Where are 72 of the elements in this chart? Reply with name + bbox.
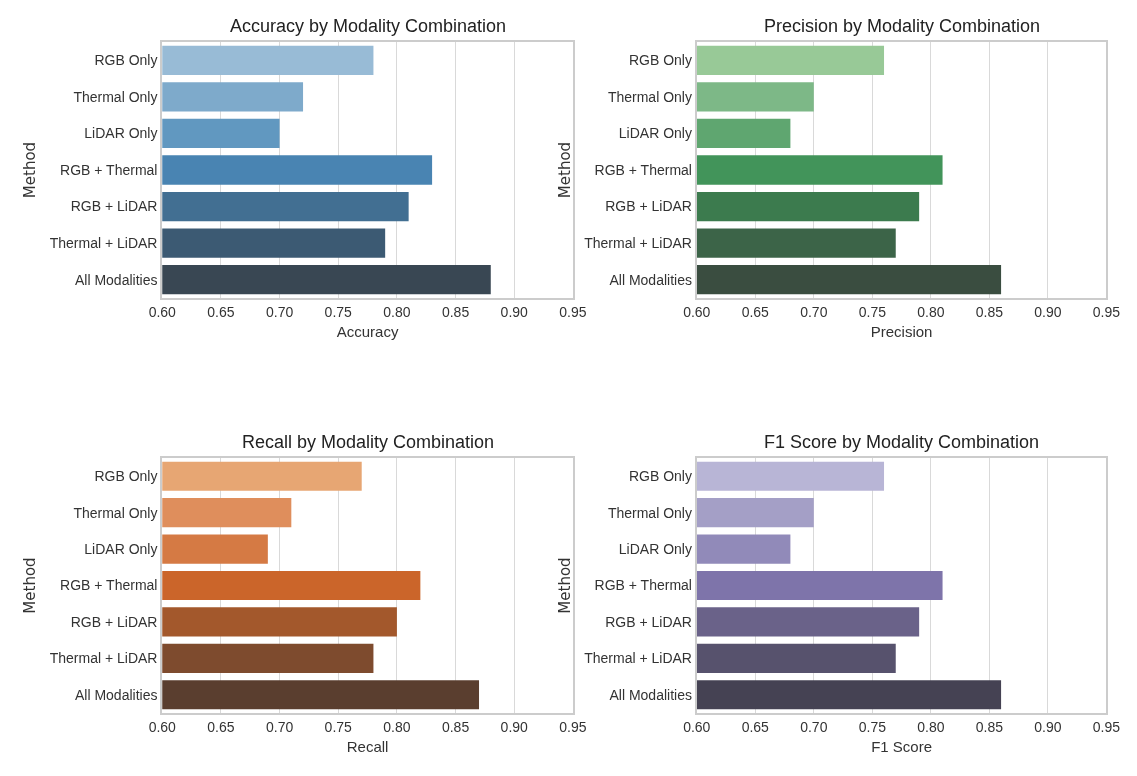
y-tick-label: RGB + Thermal (594, 577, 692, 594)
x-tick-label: 0.80 (917, 303, 945, 320)
x-tick-label: 0.80 (917, 718, 945, 735)
y-tick-label: Thermal Only (607, 88, 692, 105)
x-tick-label: 0.95 (1092, 303, 1121, 320)
chart-title: F1 Score by Modality Combination (764, 432, 1040, 452)
x-tick-label: 0.90 (1034, 718, 1062, 735)
y-tick-label: Thermal + LiDAR (584, 235, 692, 252)
x-axis-title: F1 Score (871, 738, 933, 756)
x-axis-title: Precision (870, 323, 933, 341)
x-tick-label: 0.80 (383, 303, 411, 320)
y-tick-label: All Modalities (74, 686, 158, 703)
y-tick-label: RGB Only (628, 468, 692, 485)
x-tick-label: 0.75 (324, 718, 353, 735)
y-axis-title: Method (21, 141, 40, 199)
x-tick-label: 0.80 (383, 718, 411, 735)
y-tick-label: RGB + LiDAR (605, 613, 692, 630)
x-tick-label: 0.70 (800, 718, 828, 735)
x-tick-label: 0.85 (441, 303, 470, 320)
x-tick-label: 0.70 (800, 303, 828, 320)
chart-title: Recall by Modality Combination (242, 432, 495, 452)
x-tick-label: 0.75 (858, 303, 887, 320)
x-tick-label: 0.85 (441, 718, 470, 735)
y-tick-label: RGB + Thermal (60, 577, 158, 594)
y-tick-label: All Modalities (609, 686, 692, 703)
y-axis-title: Method (21, 557, 40, 614)
y-tick-label: RGB Only (628, 52, 692, 69)
x-tick-label: 0.65 (741, 303, 770, 320)
x-tick-label: 0.60 (683, 718, 711, 735)
x-tick-label: 0.90 (500, 718, 529, 735)
y-tick-label: LiDAR Only (84, 125, 158, 142)
x-tick-label: 0.60 (683, 303, 711, 320)
x-tick-label: 0.60 (148, 303, 177, 320)
y-tick-label: Thermal + LiDAR (49, 235, 158, 252)
x-axis-title: Recall (346, 738, 389, 756)
y-tick-label: All Modalities (609, 271, 692, 288)
y-tick-label: All Modalities (74, 271, 158, 288)
y-tick-label: Thermal + LiDAR (584, 650, 692, 667)
y-tick-label: Thermal Only (73, 88, 158, 105)
y-axis-title: Method (555, 557, 574, 614)
y-tick-label: RGB + LiDAR (70, 198, 158, 215)
x-tick-label: 0.90 (500, 303, 529, 320)
y-tick-label: RGB + Thermal (60, 161, 158, 178)
y-tick-label: LiDAR Only (84, 540, 158, 557)
y-tick-label: RGB Only (94, 468, 158, 485)
y-tick-label: RGB + LiDAR (70, 613, 158, 630)
chart-title: Accuracy by Modality Combination (230, 16, 507, 36)
x-tick-label: 0.90 (1034, 303, 1062, 320)
x-tick-label: 0.70 (265, 718, 294, 735)
x-tick-label: 0.95 (559, 718, 587, 735)
x-tick-label: 0.65 (741, 718, 770, 735)
y-tick-label: LiDAR Only (618, 540, 692, 557)
chart-title: Precision by Modality Combination (764, 16, 1041, 36)
y-tick-label: RGB + Thermal (594, 161, 692, 178)
x-tick-label: 0.85 (975, 303, 1004, 320)
y-tick-label: Thermal + LiDAR (49, 650, 158, 667)
y-axis-title: Method (555, 141, 574, 199)
x-tick-label: 0.70 (265, 303, 294, 320)
x-tick-label: 0.65 (207, 718, 235, 735)
y-tick-label: LiDAR Only (618, 125, 692, 142)
x-tick-label: 0.85 (975, 718, 1004, 735)
x-axis-title: Accuracy (336, 323, 399, 341)
x-tick-label: 0.60 (148, 718, 177, 735)
x-tick-label: 0.95 (559, 303, 587, 320)
y-tick-label: RGB + LiDAR (605, 198, 692, 215)
y-tick-label: Thermal Only (607, 504, 692, 521)
x-tick-label: 0.75 (858, 718, 887, 735)
x-tick-label: 0.65 (207, 303, 235, 320)
x-tick-label: 0.75 (324, 303, 353, 320)
x-tick-label: 0.95 (1092, 718, 1121, 735)
y-tick-label: Thermal Only (73, 504, 158, 521)
y-tick-label: RGB Only (94, 52, 158, 69)
